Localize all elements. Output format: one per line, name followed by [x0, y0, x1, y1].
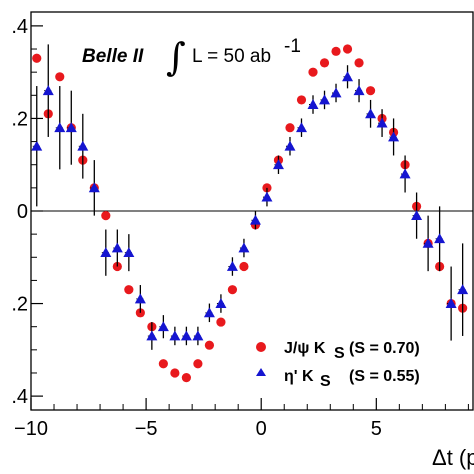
data-point: [365, 86, 376, 96]
data-point: [376, 117, 388, 128]
series-1: [31, 44, 469, 350]
data-point: [134, 293, 146, 304]
data-series-layer: [31, 44, 469, 383]
y-tick-label: .4: [11, 386, 28, 408]
data-point: [285, 123, 295, 133]
axis-ticks-layer: −10 −5 0 5 .4 .2 0 .2 .4: [11, 16, 469, 440]
data-point: [295, 122, 307, 133]
data-point: [308, 67, 318, 77]
x-tick-label: 5: [371, 418, 382, 440]
data-point: [124, 285, 134, 295]
integral-symbol: ∫: [166, 35, 186, 79]
data-point: [284, 140, 296, 151]
x-tick-label: −5: [135, 418, 158, 440]
data-point: [249, 214, 261, 225]
data-point: [342, 44, 353, 54]
data-point: [331, 46, 341, 56]
legend-label-etap: η' K: [284, 368, 314, 385]
data-point: [77, 140, 89, 151]
data-point: [203, 307, 215, 318]
legend-sub-etap: S: [320, 373, 331, 390]
x-tick-label: 0: [256, 418, 267, 440]
luminosity-label: L = 50 ab: [192, 46, 271, 67]
data-point: [319, 94, 331, 105]
x-axis-label: Δt (p: [432, 445, 474, 470]
legend-label-jpsi: J/ψ K: [284, 340, 326, 357]
data-point: [354, 58, 364, 68]
data-point: [158, 359, 168, 369]
data-point: [146, 330, 158, 341]
data-point: [296, 95, 307, 105]
data-point: [365, 108, 377, 119]
experiment-label: Belle II: [82, 46, 144, 67]
data-point: [388, 131, 400, 142]
data-point: [226, 261, 238, 271]
data-point: [445, 298, 457, 308]
data-point: [330, 87, 342, 98]
data-point: [31, 140, 43, 151]
legend-stat-jpsi: (S = 0.70): [349, 340, 420, 357]
data-point: [180, 330, 192, 341]
y-tick-label: 0: [17, 201, 28, 223]
data-point: [157, 321, 169, 332]
legend-marker-etap: [256, 368, 266, 376]
legend-sub-jpsi: S: [334, 345, 345, 362]
y-tick-label: .2: [11, 294, 28, 316]
data-point: [262, 183, 272, 193]
data-point: [342, 71, 354, 82]
legend: J/ψ K S (S = 0.70) η' K S (S = 0.55): [256, 340, 420, 390]
data-point: [170, 368, 180, 378]
legend-marker-jpsi: [256, 342, 266, 352]
y-tick-label: .4: [11, 16, 28, 38]
data-point: [88, 182, 100, 193]
data-point: [216, 317, 226, 327]
y-tick-label: .2: [11, 108, 28, 130]
data-point: [32, 53, 42, 63]
data-point: [100, 247, 112, 258]
data-point: [399, 168, 411, 179]
data-point: [353, 85, 365, 96]
data-point: [55, 72, 65, 82]
data-point: [101, 211, 111, 221]
data-point: [261, 191, 273, 202]
data-point: [457, 284, 469, 295]
data-point: [215, 298, 227, 308]
data-point: [239, 261, 249, 272]
data-point: [319, 58, 330, 68]
x-tick-label: −10: [14, 418, 48, 440]
data-point: [181, 373, 191, 383]
data-point: [192, 330, 204, 341]
data-point: [54, 122, 66, 133]
data-point: [123, 247, 135, 258]
data-point: [42, 85, 54, 96]
legend-stat-etap: (S = 0.55): [349, 368, 420, 385]
data-point: [227, 285, 238, 295]
data-point: [193, 359, 203, 369]
data-point: [411, 210, 423, 221]
data-point: [272, 159, 284, 170]
data-point: [111, 242, 123, 253]
data-point: [169, 330, 181, 341]
data-point: [307, 99, 319, 109]
luminosity-exponent: -1: [284, 36, 301, 57]
data-point: [422, 237, 434, 248]
data-point: [434, 233, 446, 244]
data-point: [238, 242, 250, 253]
data-point: [204, 340, 215, 350]
data-point: [65, 122, 77, 133]
